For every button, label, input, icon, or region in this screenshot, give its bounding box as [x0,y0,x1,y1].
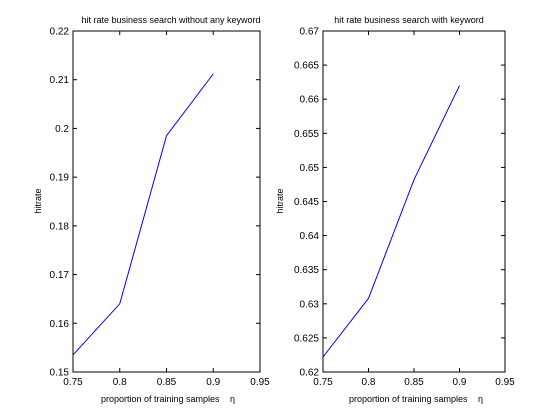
chart-left-xlabel: proportion of training samples η [101,394,235,404]
chart-right-xlabel: proportion of training samples η [349,394,483,404]
chart-right-ytick-label: 0.65 [300,163,320,174]
chart-right-ytick-label: 0.655 [294,129,319,140]
chart-left-ytick-label: 0.22 [50,27,70,38]
chart-right-xtick-label: 0.8 [362,377,376,388]
chart-right-marks: 0.75 0.8 0.85 0.9 0.95 0.62 0.625 0.63 0.635 0.64… [294,27,515,389]
chart-right-xtick-label: 0.95 [495,377,515,388]
chart-right-ytick-label: 0.625 [294,333,319,344]
chart-left-xlabel-text: proportion of training samples [101,394,220,404]
chart-right-ytick-label: 0.63 [300,299,320,310]
chart-right-xtick-label: 0.9 [453,377,467,388]
chart-right-xtick-label: 0.75 [313,377,333,388]
chart-right-ytick-label: 0.67 [300,27,320,38]
chart-left-ytick-label: 0.16 [50,319,70,330]
chart-right-series-line [322,85,460,358]
chart-right-ytick-label: 0.62 [300,368,320,379]
chart-left-title: hit rate business search without any key… [81,15,260,25]
chart-left-ytick-label: 0.19 [50,173,70,184]
chart-right: hit rate business search with keyword 0.… [275,15,515,404]
chart-left-xtick-label: 0.9 [206,377,220,388]
chart-left-ytick-label: 0.17 [50,270,70,281]
chart-right-title: hit rate business search with keyword [334,15,484,25]
chart-left-ytick-label: 0.15 [50,368,70,379]
chart-right-ylabel: hitrate [275,188,285,213]
chart-right-xlabel-symbol: η [478,394,483,404]
chart-right-ytick-label: 0.665 [294,61,319,72]
chart-left-plot-area [72,30,261,373]
chart-left-xtick-label: 0.95 [250,377,270,388]
chart-left-ytick-label: 0.2 [55,124,69,135]
chart-left-marks: 0.75 0.8 0.85 0.9 0.95 0.15 0.16 0.17 0.18 0.19 0.… [50,27,271,389]
chart-left-xtick-label: 0.75 [63,377,83,388]
chart-right-ytick-label: 0.645 [294,197,319,208]
chart-right-ytick-label: 0.64 [300,231,320,242]
chart-left-xtick-label: 0.85 [157,377,177,388]
chart-right-plot-area [322,30,506,373]
chart-left-ytick-label: 0.21 [50,75,70,86]
chart-left-series-line [72,73,214,356]
chart-left-xtick-label: 0.8 [113,377,127,388]
chart-left-xlabel-symbol: η [230,394,235,404]
chart-right-xlabel-text: proportion of training samples [349,394,468,404]
chart-left-ytick-label: 0.18 [50,221,70,232]
chart-right-ytick-label: 0.635 [294,265,319,276]
chart-right-xtick-label: 0.85 [404,377,424,388]
chart-left: hit rate business search without any key… [33,15,270,404]
chart-left-ylabel: hitrate [33,188,43,213]
chart-right-ytick-label: 0.66 [300,95,320,106]
